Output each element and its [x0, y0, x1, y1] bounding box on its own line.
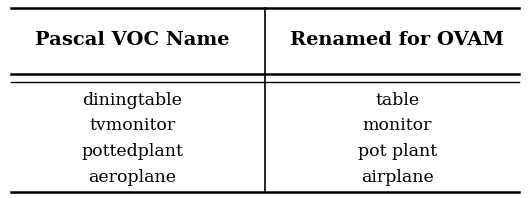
Text: Renamed for OVAM: Renamed for OVAM: [290, 31, 505, 49]
Text: Pascal VOC Name: Pascal VOC Name: [36, 31, 229, 49]
Text: aeroplane: aeroplane: [89, 169, 176, 186]
Text: pottedplant: pottedplant: [82, 143, 183, 160]
Text: table: table: [375, 92, 420, 109]
Text: tvmonitor: tvmonitor: [90, 117, 175, 134]
Text: pot plant: pot plant: [358, 143, 437, 160]
Text: monitor: monitor: [363, 117, 432, 134]
Text: airplane: airplane: [361, 169, 434, 186]
Text: diningtable: diningtable: [83, 92, 182, 109]
